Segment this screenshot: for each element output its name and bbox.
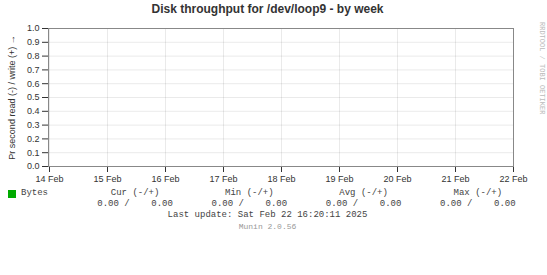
html-text:Avg (-/+): Avg (-/+) [339, 188, 388, 198]
html-text:0.00 / 0.00: 0.00 / 0.00 [211, 199, 288, 209]
html-text:Min (-/+): Min (-/+) [225, 188, 274, 198]
svg-text:20 Feb: 20 Feb [383, 174, 411, 184]
svg-text:22 Feb: 22 Feb [499, 174, 527, 184]
svg-text:19 Feb: 19 Feb [325, 174, 353, 184]
html-text:0.00 / 0.00: 0.00 / 0.00 [325, 199, 402, 209]
svg-text:0.8: 0.8 [27, 51, 40, 61]
html-text:Disk throughput for /dev/loop9: Disk throughput for /dev/loop9 - by week [151, 2, 384, 16]
svg-text:14 Feb: 14 Feb [35, 174, 63, 184]
svg-text:0.9: 0.9 [27, 37, 40, 47]
html-text:Bytes: Bytes [21, 188, 48, 198]
html-text:0.00 / 0.00: 0.00 / 0.00 [440, 199, 516, 209]
svg-text:21 Feb: 21 Feb [441, 174, 469, 184]
svg-text:0.0: 0.0 [27, 161, 40, 171]
svg-text:0.7: 0.7 [27, 65, 40, 75]
svg-text:Pr second read (-) / write (+): Pr second read (-) / write (+) → [7, 35, 17, 159]
svg-text:0.4: 0.4 [27, 106, 40, 116]
html-text:Munin 2.0.56: Munin 2.0.56 [238, 222, 297, 231]
svg-text:0.2: 0.2 [27, 134, 40, 144]
html-text:Max (-/+): Max (-/+) [453, 188, 503, 198]
svg-text:16 Feb: 16 Feb [151, 174, 179, 184]
svg-text:0.3: 0.3 [27, 120, 40, 130]
svg-text:18 Feb: 18 Feb [267, 174, 295, 184]
svg-text:0.1: 0.1 [27, 148, 40, 158]
html-text:Cur (-/+): Cur (-/+) [110, 188, 160, 198]
svg-text:15 Feb: 15 Feb [93, 174, 121, 184]
svg-text:0.5: 0.5 [27, 92, 40, 102]
html-text:0.00 / 0.00: 0.00 / 0.00 [97, 199, 173, 209]
svg-text:17 Feb: 17 Feb [209, 174, 237, 184]
html-text:RRDTOOL / TOBI OETIKER: RRDTOOL / TOBI OETIKER [538, 22, 546, 115]
svg-text:1.0: 1.0 [27, 23, 40, 33]
html-text:Last update: Sat Feb 22 16:20:: Last update: Sat Feb 22 16:20:11 2025 [167, 210, 368, 220]
svg-text:0.6: 0.6 [27, 79, 40, 89]
